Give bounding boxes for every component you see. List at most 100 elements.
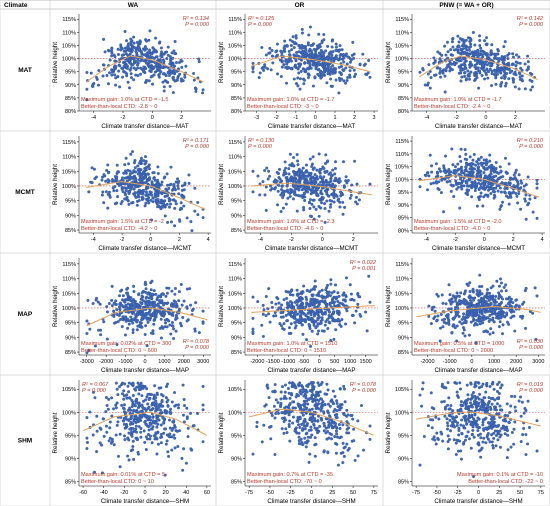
scatter-point [464,169,468,173]
scatter-point [524,193,528,197]
scatter-point [159,423,163,427]
scatter-point [261,334,265,338]
scatter-point [301,332,305,336]
scatter-point [144,54,148,58]
scatter-point [467,188,471,192]
scatter-point [142,70,146,74]
scatter-point [456,162,460,166]
scatter-point [329,278,333,282]
scatter-point [142,429,146,433]
scatter-point [134,73,138,77]
x-tick-label: 0 [470,359,473,365]
scatter-point [511,78,515,82]
scatter-point [147,405,151,409]
scatter-point [133,166,137,170]
scatter-point [284,411,288,415]
scatter-point [334,42,338,46]
y-tick-label: 115% [228,17,242,23]
scatter-point [270,301,274,305]
scatter-point [116,52,120,56]
scatter-point [509,297,513,301]
scatter-point [471,304,475,308]
scatter-point [130,176,134,180]
scatter-point [283,171,287,175]
x-axis-label: Climate transfer distance—MCMT [432,245,525,252]
scatter-point [293,41,297,45]
scatter-point [439,169,443,173]
scatter-point [197,331,201,335]
scatter-point [176,187,180,191]
p-value-label: P = 0.000 [519,144,544,150]
scatter-point [167,454,171,458]
scatter-point [301,290,305,294]
scatter-point [308,65,312,69]
scatter-point [161,52,165,56]
scatter-point [473,71,477,75]
y-tick-label: 95% [65,70,76,76]
scatter-point [362,63,366,67]
scatter-point [499,175,503,179]
scatter-point [455,303,459,307]
annotation-line: Maximum gain: 1.5% at CTD = -2.0 [414,219,502,225]
scatter-point [148,434,152,438]
scatter-point [159,402,163,406]
scatter-point [478,285,482,289]
scatter-point [173,425,177,429]
scatter-point [313,436,317,440]
panel-mat-or: 80%85%90%95%100%105%110%115%-3 -2 -1 0 1 2 3R²… [218,14,378,130]
scatter-point [455,169,459,173]
scatter-point [130,434,134,438]
scatter-point [88,410,92,414]
scatter-point [320,295,324,299]
y-tick-label: 115% [228,262,242,268]
x-axis-label: Climate transfer distance—MAT [435,123,522,130]
scatter-point [449,302,453,306]
scatter-point [505,187,509,191]
scatter-point [291,35,295,39]
scatter-point [474,314,478,318]
scatter-point [123,298,127,302]
scatter-point [482,314,486,318]
scatter-point [172,49,176,53]
scatter-point [454,299,458,303]
scatter-point [499,84,503,88]
scatter-point [511,52,515,56]
scatter-point [173,52,177,56]
scatter-point [148,437,152,441]
scatter-point [319,180,323,184]
scatter-point [432,305,436,309]
y-tick-label: 110% [395,30,409,36]
y-tick-label: 95% [65,321,76,327]
scatter-point [126,294,130,298]
scatter-point [322,167,326,171]
scatter-point [109,441,113,445]
scatter-point [173,391,177,395]
x-tick-label: 2000 [510,359,522,365]
scatter-point [164,321,168,325]
scatter-point [282,431,286,435]
scatter-point [146,186,150,190]
scatter-point [133,303,137,307]
scatter-point [196,213,200,217]
scatter-point [507,77,511,81]
scatter-point [485,36,489,40]
scatter-point [146,402,150,406]
scatter-point [162,72,166,76]
scatter-point [285,188,289,192]
scatter-point [475,62,479,66]
scatter-point [303,312,307,316]
x-axis-label: Climate transfer distance—MAT [268,123,355,130]
scatter-point [167,319,171,323]
scatter-point [273,416,277,420]
scatter-point [338,79,342,83]
scatter-point [197,57,201,61]
x-tick-label: -20 [120,490,128,496]
scatter-point [446,56,450,60]
scatter-point [144,415,148,419]
scatter-point [135,51,139,55]
scatter-point [167,199,171,203]
scatter-point [467,295,471,299]
y-tick-label: 115% [62,262,76,268]
scatter-point [124,193,128,197]
scatter-point [341,293,345,297]
